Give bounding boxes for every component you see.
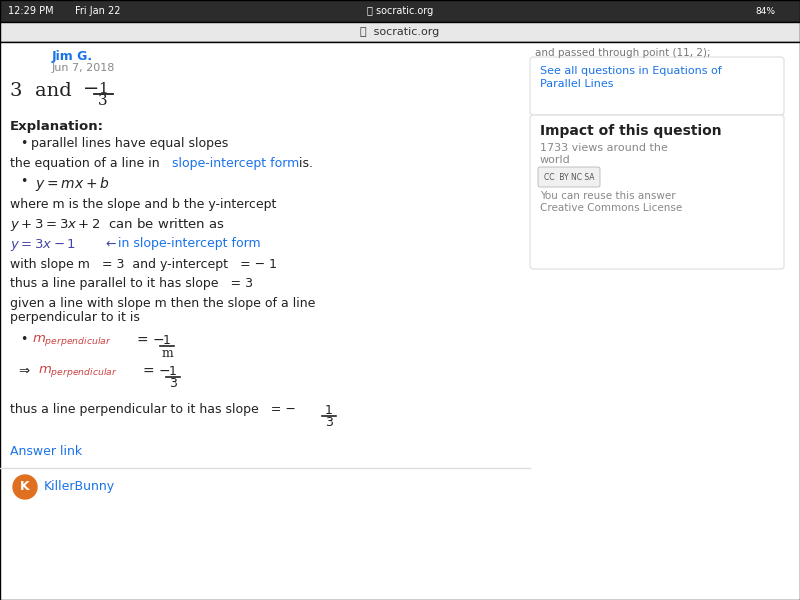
Text: •: • bbox=[20, 137, 27, 150]
Text: 12:29 PM: 12:29 PM bbox=[8, 6, 54, 16]
Text: $y + 3 = 3x + 2$  can be written as: $y + 3 = 3x + 2$ can be written as bbox=[10, 216, 225, 233]
Text: parallel lines have equal slopes: parallel lines have equal slopes bbox=[31, 137, 228, 150]
Text: 1: 1 bbox=[163, 334, 171, 347]
Text: 🔒 socratic.org: 🔒 socratic.org bbox=[367, 6, 433, 16]
Text: 3  and: 3 and bbox=[10, 82, 72, 100]
Text: m: m bbox=[161, 347, 173, 360]
Text: with slope m   = 3  and y-intercept   = − 1: with slope m = 3 and y-intercept = − 1 bbox=[10, 258, 277, 271]
FancyBboxPatch shape bbox=[530, 57, 784, 115]
Text: given a line with slope m then the slope of a line: given a line with slope m then the slope… bbox=[10, 297, 315, 310]
Text: 1: 1 bbox=[325, 404, 333, 417]
Text: −: − bbox=[83, 80, 99, 98]
Text: Parallel Lines: Parallel Lines bbox=[540, 79, 614, 89]
Text: Explanation:: Explanation: bbox=[10, 120, 104, 133]
Text: KillerBunny: KillerBunny bbox=[44, 480, 115, 493]
Text: 3: 3 bbox=[98, 94, 108, 108]
Text: 1: 1 bbox=[98, 82, 108, 96]
FancyBboxPatch shape bbox=[0, 42, 800, 600]
Text: and passed through point (11, 2);: and passed through point (11, 2); bbox=[535, 48, 710, 58]
Text: perpendicular to it is: perpendicular to it is bbox=[10, 311, 140, 324]
Text: •: • bbox=[20, 333, 27, 346]
FancyBboxPatch shape bbox=[0, 0, 800, 22]
Text: $m_{\mathit{perpendicular}}$: $m_{\mathit{perpendicular}}$ bbox=[32, 333, 112, 348]
Text: Fri Jan 22: Fri Jan 22 bbox=[75, 6, 121, 16]
FancyBboxPatch shape bbox=[0, 22, 800, 42]
Text: CC  BY NC SA: CC BY NC SA bbox=[544, 173, 594, 181]
Text: Jun 7, 2018: Jun 7, 2018 bbox=[52, 63, 115, 73]
Text: = −: = − bbox=[143, 364, 170, 378]
Text: $y = mx + b$: $y = mx + b$ bbox=[35, 175, 110, 193]
Circle shape bbox=[13, 475, 37, 499]
Text: $\leftarrow$: $\leftarrow$ bbox=[103, 237, 118, 250]
Text: 84%: 84% bbox=[755, 7, 775, 16]
Text: 1733 views around the: 1733 views around the bbox=[540, 143, 668, 153]
Text: slope-intercept form: slope-intercept form bbox=[172, 157, 299, 170]
Text: $\Rightarrow$: $\Rightarrow$ bbox=[16, 364, 31, 377]
Text: world: world bbox=[540, 155, 570, 165]
Text: 3: 3 bbox=[169, 377, 177, 390]
Text: is.: is. bbox=[295, 157, 313, 170]
Text: 🔒  socratic.org: 🔒 socratic.org bbox=[360, 27, 440, 37]
Text: See all questions in Equations of: See all questions in Equations of bbox=[540, 66, 722, 76]
FancyBboxPatch shape bbox=[538, 167, 600, 187]
Text: K: K bbox=[20, 481, 30, 493]
Text: $m_{\mathit{perpendicular}}$: $m_{\mathit{perpendicular}}$ bbox=[38, 364, 118, 379]
Text: Impact of this question: Impact of this question bbox=[540, 124, 722, 138]
Text: 1: 1 bbox=[169, 365, 177, 378]
Text: $y = 3x - 1$: $y = 3x - 1$ bbox=[10, 237, 76, 253]
Text: Creative Commons License: Creative Commons License bbox=[540, 203, 682, 213]
Text: in slope-intercept form: in slope-intercept form bbox=[118, 237, 261, 250]
Text: Answer link: Answer link bbox=[10, 445, 82, 458]
Text: Jim G.: Jim G. bbox=[52, 50, 93, 63]
Text: where m is the slope and b the y-intercept: where m is the slope and b the y-interce… bbox=[10, 198, 276, 211]
Text: You can reuse this answer: You can reuse this answer bbox=[540, 191, 676, 201]
Text: thus a line parallel to it has slope   = 3: thus a line parallel to it has slope = 3 bbox=[10, 277, 253, 290]
Text: thus a line perpendicular to it has slope   = −: thus a line perpendicular to it has slop… bbox=[10, 403, 296, 416]
FancyBboxPatch shape bbox=[530, 115, 784, 269]
Text: the equation of a line in: the equation of a line in bbox=[10, 157, 168, 170]
Text: = −: = − bbox=[137, 333, 165, 347]
Text: •: • bbox=[20, 175, 27, 188]
Text: 3: 3 bbox=[325, 416, 333, 429]
